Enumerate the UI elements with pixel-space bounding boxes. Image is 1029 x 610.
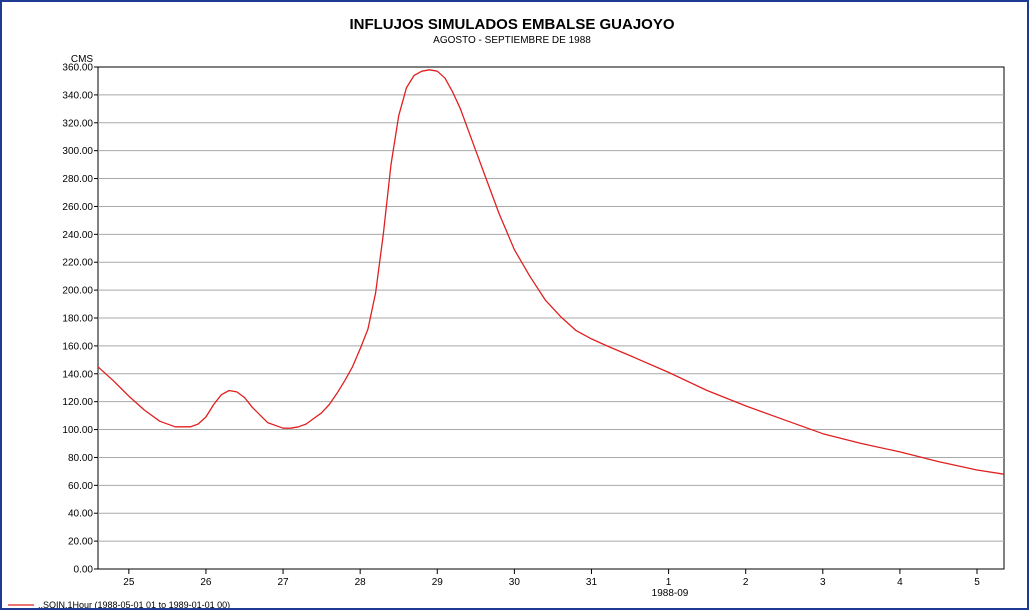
y-tick-label: 20.00: [68, 537, 93, 548]
y-tick-label: 220.00: [62, 258, 93, 269]
y-tick-label: 300.00: [62, 146, 93, 157]
x-tick-label: 28: [355, 577, 367, 588]
y-tick-label: 200.00: [62, 286, 93, 297]
y-tick-label: 100.00: [62, 425, 93, 436]
y-tick-label: 280.00: [62, 174, 93, 185]
y-tick-label: 240.00: [62, 230, 93, 241]
x-tick-label: 29: [432, 577, 444, 588]
x-tick-label: 3: [820, 577, 826, 588]
y-tick-label: 40.00: [68, 509, 93, 520]
grid-lines: [98, 94, 1004, 542]
y-tick-label: 180.00: [62, 314, 93, 325]
x-tick-label: 2: [743, 577, 749, 588]
y-tick-label: 120.00: [62, 397, 93, 408]
series-line: [97, 69, 1005, 475]
x-tick-label: 4: [897, 577, 903, 588]
y-tick-label: 60.00: [68, 481, 93, 492]
y-tick-label: 360.00: [62, 63, 93, 74]
chart-subtitle: AGOSTO - SEPTIEMBRE DE 1988: [433, 35, 591, 46]
y-axis-ticks: 0.00 20.00 40.00 60.00 80.00 100.00 120.00 140.…: [62, 63, 98, 576]
x-tick-label: 25: [123, 577, 135, 588]
y-tick-label: 80.00: [68, 453, 93, 464]
x-tick-label: 31: [586, 577, 598, 588]
y-tick-label: 140.00: [62, 369, 93, 380]
legend-label: ..SQIN.1Hour (1988-05-01 01 to 1989-01-0…: [38, 600, 230, 608]
x-tick-label: 30: [509, 577, 521, 588]
y-axis-label: CMS: [71, 54, 94, 65]
x-axis-month-label: 1988-09: [652, 588, 689, 599]
x-tick-label: 1: [666, 577, 672, 588]
x-tick-label: 27: [277, 577, 289, 588]
x-tick-label: 26: [200, 577, 212, 588]
y-tick-label: 340.00: [62, 90, 93, 101]
y-tick-label: 160.00: [62, 341, 93, 352]
y-tick-label: 260.00: [62, 202, 93, 213]
y-tick-label: 0.00: [74, 565, 94, 576]
x-axis-ticks: 25 26 27 28 29 30 31 1 2 3 4 5: [123, 569, 980, 588]
chart-title: INFLUJOS SIMULADOS EMBALSE GUAJOYO: [349, 16, 674, 33]
x-tick-label: 5: [974, 577, 980, 588]
series-group: [97, 69, 1005, 475]
y-tick-label: 320.00: [62, 118, 93, 129]
